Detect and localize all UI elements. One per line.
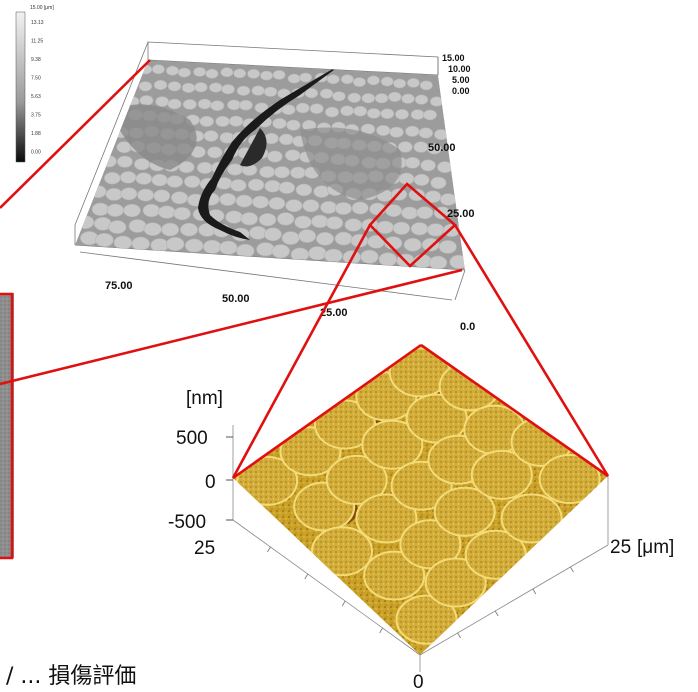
z-tick-label: 5.00 bbox=[452, 75, 470, 85]
caption: / ... 損傷評価 bbox=[6, 664, 136, 689]
colorbar: 15.00 [μm] 13.13 11.25 9.38 7.50 5.63 3.75 1.8… bbox=[15, 5, 54, 163]
leader-line-left bbox=[0, 268, 463, 386]
y-tick-50: 50.00 bbox=[428, 142, 456, 154]
zoom-line-left bbox=[231, 224, 372, 479]
colorbar-tick-label: 11.25 bbox=[31, 39, 43, 45]
colorbar-tick-label: 7.50 bbox=[31, 76, 41, 82]
surface-texture bbox=[75, 60, 465, 270]
colorbar-tick-label: 1.88 bbox=[31, 131, 41, 137]
top-surface-map: 15.00 [μm] 13.13 11.25 9.38 7.50 5.63 3.75 1.8… bbox=[15, 5, 475, 333]
colorbar-unit-label: 15.00 [μm] bbox=[30, 5, 54, 11]
afm-top-edge-left bbox=[232, 343, 422, 480]
z-tick-label: 15.00 bbox=[442, 53, 465, 63]
afm-z-tick-0: 0 bbox=[205, 472, 216, 493]
afm-z-tick-neg500: -500 bbox=[168, 512, 206, 533]
y-tick-25: 25.00 bbox=[447, 208, 475, 220]
x-tick-25: 25.00 bbox=[320, 307, 348, 319]
leader-line-top-left bbox=[0, 59, 151, 209]
colorbar-tick-label: 3.75 bbox=[31, 113, 41, 119]
z-tick-label: 0.00 bbox=[452, 86, 470, 96]
colorbar-tick-label: 5.63 bbox=[31, 94, 41, 100]
afm-texture bbox=[233, 345, 608, 655]
afm-left-axis-label: 25 bbox=[194, 538, 215, 559]
zoom-highlight bbox=[0, 59, 610, 560]
afm-surface: [nm] 500 0 -500 25 25 [μm] 0 bbox=[168, 345, 674, 692]
colorbar-tick-label: 0.00 bbox=[31, 150, 41, 156]
colorbar-tick-label: 13.13 bbox=[31, 20, 44, 26]
afm-frame bbox=[232, 425, 609, 672]
afm-right-axis-unit: [μm] bbox=[637, 537, 674, 558]
afm-top-edge-right bbox=[420, 343, 609, 478]
zoom-line-right bbox=[453, 224, 610, 477]
region-diamond bbox=[368, 182, 457, 268]
x-tick-50: 50.00 bbox=[222, 293, 250, 305]
z-tick-label: 10.00 bbox=[448, 64, 471, 74]
afm-z-unit: [nm] bbox=[186, 388, 223, 409]
x-tick-0: 0.0 bbox=[460, 321, 475, 333]
left-partial-panel bbox=[0, 293, 14, 558]
left-panel-bracket bbox=[0, 292, 14, 560]
afm-right-axis-label: 25 bbox=[610, 537, 631, 558]
colorbar-tick-label: 9.38 bbox=[31, 57, 41, 63]
afm-bottom-axis-label: 0 bbox=[413, 672, 424, 692]
afm-z-tick-500: 500 bbox=[176, 428, 208, 449]
x-tick-75: 75.00 bbox=[105, 280, 133, 292]
